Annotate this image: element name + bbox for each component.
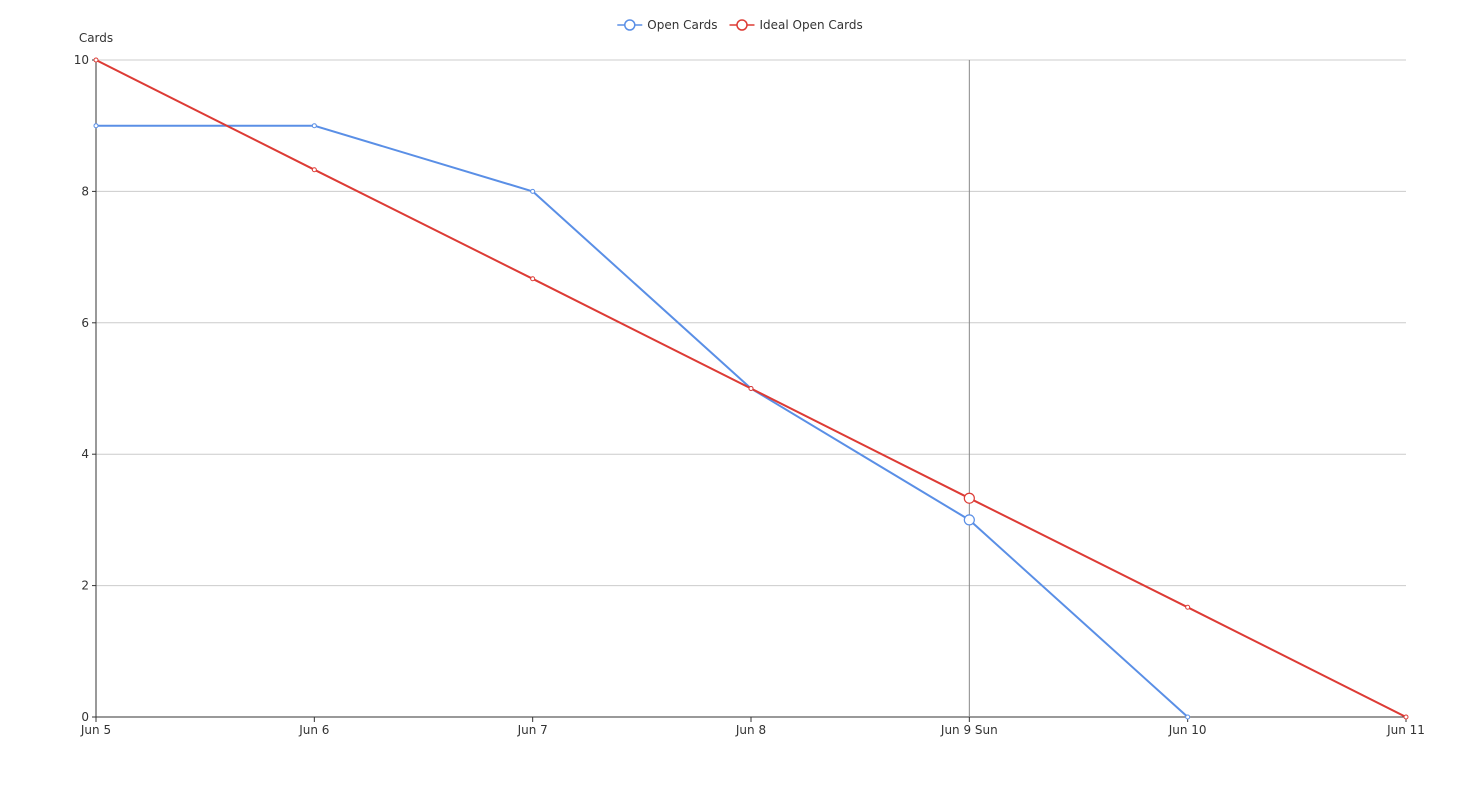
y-tick-label: 6 (81, 316, 89, 330)
x-tick-label: Jun 7 (517, 723, 548, 737)
series-point[interactable] (1185, 604, 1191, 610)
y-axis-label: Cards (79, 31, 113, 45)
legend-marker-1[interactable] (736, 19, 748, 31)
series-point[interactable] (311, 167, 317, 173)
series-point[interactable] (1403, 714, 1409, 720)
x-tick-label: Jun 8 (735, 723, 766, 737)
series-line-0 (96, 124, 1189, 718)
series-point[interactable] (530, 276, 536, 282)
x-tick-label: Jun 9 Sun (940, 723, 998, 737)
legend-label-0: Open Cards (647, 18, 717, 32)
x-tick-label: Jun 11 (1386, 723, 1425, 737)
series-point-highlighted[interactable] (963, 492, 975, 504)
series-point[interactable] (530, 188, 536, 194)
y-tick-label: 8 (81, 184, 89, 198)
y-tick-label: 2 (81, 579, 89, 593)
y-tick-label: 10 (74, 53, 89, 67)
series-point[interactable] (748, 386, 754, 391)
series-point[interactable] (93, 57, 99, 63)
series-point[interactable] (93, 123, 99, 129)
y-tick-label: 0 (81, 710, 89, 724)
legend-label-1: Ideal Open Cards (759, 18, 862, 32)
legend-marker-0[interactable] (624, 19, 636, 31)
x-tick-label: Jun 10 (1168, 723, 1207, 737)
series-point[interactable] (1185, 714, 1191, 720)
x-tick-label: Jun 5 (80, 723, 111, 737)
series-point-highlighted[interactable] (963, 514, 975, 526)
x-tick-label: Jun 6 (298, 723, 329, 737)
y-tick-label: 4 (81, 447, 89, 461)
series-point[interactable] (311, 123, 317, 129)
